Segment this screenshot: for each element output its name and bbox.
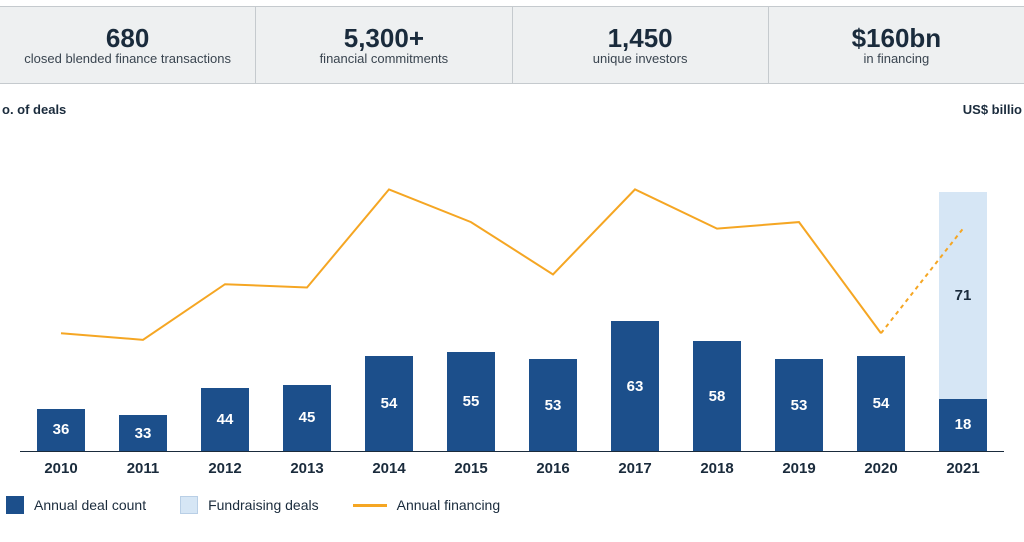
legend-label: Annual financing: [397, 497, 501, 513]
stat-label: unique investors: [593, 52, 688, 66]
bar-stack: 58: [693, 261, 741, 451]
x-axis-label: 2019: [782, 460, 815, 477]
bar-slot: 332011: [102, 124, 184, 451]
bar-slot: 442012: [184, 124, 266, 451]
bar-stack: 54: [857, 274, 905, 451]
chart: o. of deals US$ billio 36201033201144201…: [0, 102, 1024, 482]
legend-swatch-deal: [6, 496, 24, 514]
legend-fundraising: Fundraising deals: [180, 496, 319, 514]
bar-stack: 33: [119, 343, 167, 451]
stat-label: closed blended finance transactions: [24, 52, 231, 66]
bar-slot: 552015: [430, 124, 512, 451]
bar-segment-deal: 54: [365, 356, 413, 451]
plot-area: 3620103320114420124520135420145520155320…: [20, 124, 1004, 452]
bar-segment-deal: 53: [529, 359, 577, 451]
x-axis-label: 2010: [44, 460, 77, 477]
bar-slot: 532019: [758, 124, 840, 451]
x-axis-label: 2015: [454, 460, 487, 477]
bar-slot: 532016: [512, 124, 594, 451]
y-axis-right-label: US$ billio: [963, 102, 1022, 117]
bar-stack: 53: [529, 278, 577, 451]
bar-segment-deal: 63: [611, 321, 659, 451]
bar-slot: 18712021: [922, 124, 1004, 451]
bar-stack: 36: [37, 333, 85, 451]
bar-segment-deal: 18: [939, 399, 987, 451]
bar-stack: 55: [447, 271, 495, 451]
legend-financing: Annual financing: [353, 497, 501, 513]
stat-value: $160bn: [852, 24, 942, 53]
stat-value: 680: [106, 24, 149, 53]
x-axis-label: 2016: [536, 460, 569, 477]
stat-value: 1,450: [608, 24, 673, 53]
x-axis-label: 2021: [946, 460, 979, 477]
bars-container: 3620103320114420124520135420145520155320…: [20, 124, 1004, 451]
bar-segment-deal: 44: [201, 388, 249, 451]
bar-segment-deal: 53: [775, 359, 823, 451]
bar-segment-deal: 55: [447, 352, 495, 451]
bar-segment-deal: 58: [693, 341, 741, 451]
legend-swatch-financing: [353, 504, 387, 507]
bar-stack: 45: [283, 304, 331, 451]
bar-slot: 542014: [348, 124, 430, 451]
stats-row: 680 closed blended finance transactions …: [0, 6, 1024, 84]
bar-slot: 632017: [594, 124, 676, 451]
x-axis-label: 2017: [618, 460, 651, 477]
x-axis-label: 2018: [700, 460, 733, 477]
x-axis-label: 2012: [208, 460, 241, 477]
legend-swatch-fundraising: [180, 496, 198, 514]
bar-stack: 1871: [939, 160, 987, 451]
bar-stack: 53: [775, 278, 823, 451]
legend: Annual deal count Fundraising deals Annu…: [0, 482, 1024, 514]
bar-segment-deal: 45: [283, 385, 331, 451]
stat-transactions: 680 closed blended finance transactions: [0, 7, 256, 83]
bar-stack: 54: [365, 274, 413, 451]
bar-slot: 452013: [266, 124, 348, 451]
legend-deal-count: Annual deal count: [6, 496, 146, 514]
stat-value: 5,300+: [344, 24, 424, 53]
stat-label: in financing: [863, 52, 929, 66]
bar-segment-deal: 33: [119, 415, 167, 451]
bar-slot: 542020: [840, 124, 922, 451]
bar-segment-deal: 36: [37, 409, 85, 451]
x-axis-label: 2014: [372, 460, 405, 477]
x-axis-label: 2011: [127, 460, 160, 477]
legend-label: Annual deal count: [34, 497, 146, 513]
bar-stack: 63: [611, 245, 659, 451]
bar-segment-fundraising: 71: [939, 192, 987, 399]
stat-investors: 1,450 unique investors: [513, 7, 769, 83]
stat-commitments: 5,300+ financial commitments: [256, 7, 512, 83]
bar-segment-deal: 54: [857, 356, 905, 451]
bar-slot: 582018: [676, 124, 758, 451]
y-axis-left-label: o. of deals: [2, 102, 66, 117]
stat-financing: $160bn in financing: [769, 7, 1024, 83]
bar-stack: 44: [201, 307, 249, 451]
x-axis-label: 2020: [864, 460, 897, 477]
stat-label: financial commitments: [320, 52, 449, 66]
x-axis-label: 2013: [290, 460, 323, 477]
legend-label: Fundraising deals: [208, 497, 319, 513]
bar-slot: 362010: [20, 124, 102, 451]
